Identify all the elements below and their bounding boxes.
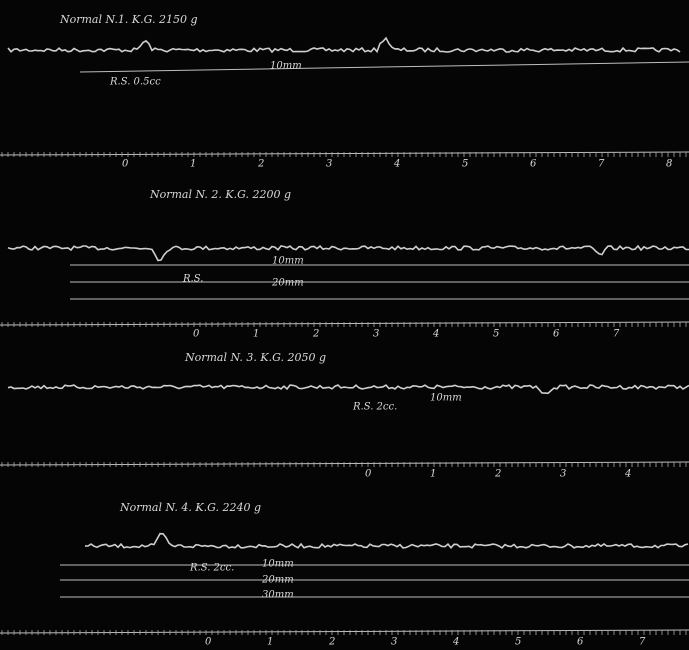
annotation: 20mm bbox=[261, 575, 294, 586]
reference-line bbox=[80, 62, 689, 72]
time-rule bbox=[0, 462, 689, 465]
scale-label: 2 bbox=[257, 159, 264, 170]
scale-label: 0 bbox=[193, 329, 200, 340]
record-title: Normal N.1. K.G. 2150 g bbox=[59, 13, 198, 26]
scale-label: 5 bbox=[462, 159, 468, 170]
scale-label: 4 bbox=[624, 469, 631, 480]
time-rule bbox=[0, 322, 689, 325]
time-rule bbox=[0, 152, 689, 155]
annotation: 10mm bbox=[272, 256, 304, 267]
annotation: R.S. 2cc. bbox=[189, 563, 234, 574]
scale-label: 2 bbox=[328, 637, 335, 648]
scale-label: 2 bbox=[494, 469, 501, 480]
record-title: Normal N. 4. K.G. 2240 g bbox=[119, 501, 261, 514]
scale-label: 6 bbox=[530, 159, 537, 170]
scale-label: 1 bbox=[190, 159, 196, 170]
record-title: Normal N. 3. K.G. 2050 g bbox=[184, 351, 326, 364]
scale-label: 4 bbox=[452, 637, 459, 648]
scale-label: 2 bbox=[312, 329, 319, 340]
annotation: 20mm bbox=[271, 278, 304, 289]
scale-label: 7 bbox=[639, 637, 646, 648]
pulse-trace bbox=[85, 534, 688, 548]
scale-label: 8 bbox=[666, 159, 672, 170]
annotation: 10mm bbox=[430, 393, 462, 404]
scale-label: 6 bbox=[577, 637, 584, 648]
pulse-trace bbox=[8, 385, 689, 393]
annotation: 10mm bbox=[270, 61, 302, 72]
scale-label: 4 bbox=[393, 159, 400, 170]
annotation: 30mm bbox=[262, 590, 294, 601]
record-title: Normal N. 2. K.G. 2200 g bbox=[149, 188, 291, 201]
scale-label: 3 bbox=[326, 159, 332, 170]
scale-label: 7 bbox=[613, 329, 620, 340]
annotation: R.S. 2cc. bbox=[352, 402, 397, 413]
scale-label: 1 bbox=[430, 469, 436, 480]
scale-label: 5 bbox=[493, 329, 499, 340]
scale-label: 4 bbox=[432, 329, 439, 340]
scale-label: 1 bbox=[267, 637, 273, 648]
scale-label: 0 bbox=[122, 159, 129, 170]
scale-label: 0 bbox=[365, 469, 372, 480]
pulse-trace bbox=[8, 246, 689, 261]
kymograph-plate: Normal N.1. K.G. 2150 g R.S. 0.5cc 10mm 0 1 2… bbox=[0, 0, 689, 650]
scale-label: 5 bbox=[515, 637, 521, 648]
annotation: R.S. bbox=[182, 274, 203, 285]
time-rule bbox=[0, 630, 689, 633]
scale-label: 6 bbox=[553, 329, 560, 340]
annotation: 10mm bbox=[262, 559, 294, 570]
scale-label: 1 bbox=[253, 329, 259, 340]
scale-label: 3 bbox=[391, 637, 397, 648]
scale-label: 7 bbox=[598, 159, 605, 170]
scale-label: 3 bbox=[373, 329, 379, 340]
annotation: R.S. 0.5cc bbox=[109, 77, 161, 88]
scale-label: 3 bbox=[560, 469, 566, 480]
scale-label: 0 bbox=[205, 637, 212, 648]
pulse-trace bbox=[8, 38, 680, 52]
